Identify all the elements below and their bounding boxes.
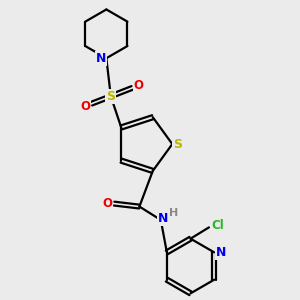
- Text: N: N: [216, 246, 226, 259]
- Text: S: S: [173, 138, 182, 151]
- Text: N: N: [158, 212, 168, 225]
- Text: O: O: [80, 100, 90, 112]
- Text: O: O: [103, 196, 112, 209]
- Text: H: H: [169, 208, 178, 218]
- Text: Cl: Cl: [211, 218, 224, 232]
- Text: S: S: [106, 90, 115, 103]
- Text: N: N: [96, 52, 106, 65]
- Text: O: O: [134, 79, 144, 92]
